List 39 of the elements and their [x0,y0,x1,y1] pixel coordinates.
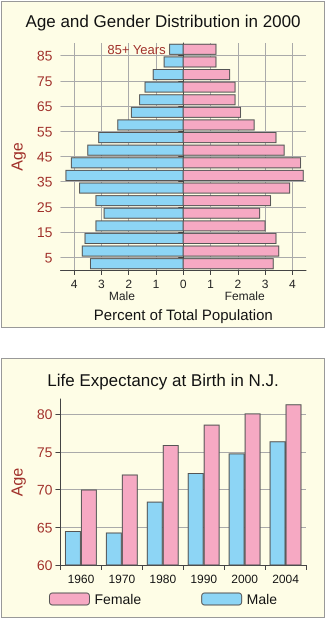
x-tick-label: 1980 [149,572,176,586]
x-tick-label: 4 [289,277,296,291]
x-axis-title: Percent of Total Population [94,307,273,324]
y-tick-label: 65 [36,98,53,114]
x-tick-label: 0 [180,277,187,291]
legend-label: Female [94,591,142,607]
y-tick-label: 75 [36,444,53,460]
chart-title: Age and Gender Distribution in 2000 [25,12,301,31]
x-tick-label: 3 [262,277,269,291]
y-tick-label: 15 [36,224,53,240]
y-tick-label: 75 [36,72,53,89]
y-tick-label: 5 [44,249,53,266]
legend-label: Male [246,591,278,607]
x-tick-label: 2004 [272,572,300,586]
x-tick-label: 4 [70,277,78,291]
y-tick-label: 55 [36,123,53,140]
chart-title: Life Expectancy at Birth in N.J. [47,371,279,390]
y-tick-label: 60 [36,557,53,573]
y-tick-label: 45 [36,148,53,164]
y-tick-label: 80 [36,406,53,422]
y-tick-label: 25 [36,198,53,215]
y-tick-label: 35 [36,174,53,190]
y-tick-label: 85 [36,48,53,64]
y-axis-title: Age [10,468,26,496]
x-tick-label: 1 [207,277,214,291]
x-tick-label: 2000 [231,572,258,586]
x-tick-label: 1970 [108,572,136,586]
text: Female [224,289,265,303]
x-tick-label: 1 [152,277,160,291]
y-axis-title: Age [10,142,26,171]
x-tick-label: 1960 [68,572,95,586]
y-tick-label: 70 [36,482,53,498]
x-tick-label: 2 [125,277,132,291]
x-tick-label: 2 [234,277,242,291]
x-tick-label: 3 [98,277,106,291]
x-tick-label: 1990 [190,572,218,586]
y-tick-label: 65 [36,519,53,536]
annotation: 85+ Years [107,42,166,57]
text: Male [108,289,136,303]
